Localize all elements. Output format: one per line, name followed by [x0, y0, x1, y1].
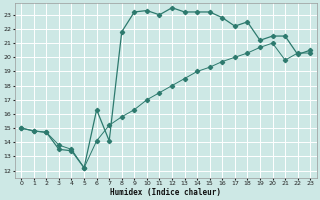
X-axis label: Humidex (Indice chaleur): Humidex (Indice chaleur)	[110, 188, 221, 197]
